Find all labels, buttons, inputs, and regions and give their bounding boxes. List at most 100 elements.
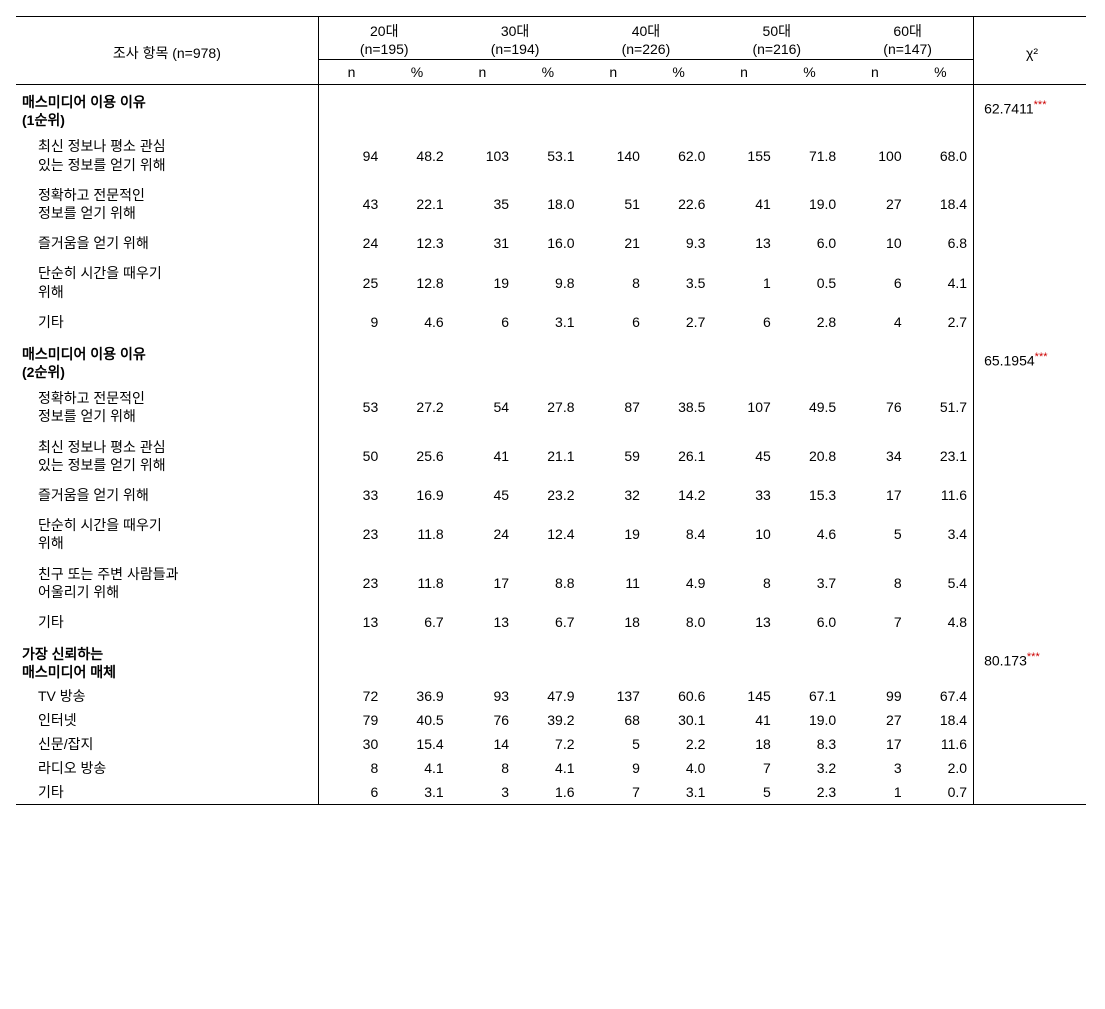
row-label: 신문/잡지 — [16, 732, 318, 756]
n-value: 6 — [450, 307, 515, 337]
row-label: 라디오 방송 — [16, 756, 318, 780]
n-value: 8 — [842, 559, 907, 607]
pct-value: 2.0 — [908, 756, 974, 780]
n-value: 5 — [711, 780, 776, 805]
pct-value: 9.8 — [515, 258, 580, 306]
pct-value: 16.0 — [515, 228, 580, 258]
n-value: 19 — [581, 510, 646, 558]
n-value: 45 — [711, 432, 776, 480]
n-value: 54 — [450, 383, 515, 431]
pct-value: 4.6 — [777, 510, 842, 558]
pct-value: 4.1 — [384, 756, 449, 780]
group-n-header: (n=226) — [581, 41, 712, 60]
table-row: 정확하고 전문적인정보를 얻기 위해4322.13518.05122.64119… — [16, 180, 1086, 228]
row-label: 단순히 시간을 때우기위해 — [16, 510, 318, 558]
table-row: 기타63.131.673.152.310.7 — [16, 780, 1086, 805]
n-value: 13 — [711, 228, 776, 258]
n-value: 10 — [842, 228, 907, 258]
pct-value: 40.5 — [384, 708, 449, 732]
age-group-header: 60대 — [842, 17, 973, 42]
pct-value: 3.1 — [515, 307, 580, 337]
pct-value: 60.6 — [646, 684, 711, 708]
n-value: 1 — [711, 258, 776, 306]
chi2-value: 80.173*** — [974, 637, 1086, 683]
n-value: 43 — [318, 180, 384, 228]
n-value: 23 — [318, 510, 384, 558]
n-value: 145 — [711, 684, 776, 708]
pct-col-header: % — [646, 60, 711, 85]
n-value: 8 — [318, 756, 384, 780]
pct-value: 68.0 — [908, 131, 974, 179]
pct-value: 4.8 — [908, 607, 974, 637]
n-value: 24 — [450, 510, 515, 558]
pct-value: 49.5 — [777, 383, 842, 431]
n-value: 17 — [450, 559, 515, 607]
pct-value: 3.1 — [384, 780, 449, 805]
n-value: 9 — [581, 756, 646, 780]
pct-value: 2.3 — [777, 780, 842, 805]
significance-marker: *** — [1034, 99, 1047, 111]
n-value: 13 — [711, 607, 776, 637]
row-label: 즐거움을 얻기 위해 — [16, 228, 318, 258]
pct-value: 19.0 — [777, 708, 842, 732]
n-value: 41 — [711, 708, 776, 732]
pct-value: 9.3 — [646, 228, 711, 258]
table-row: 정확하고 전문적인정보를 얻기 위해5327.25427.88738.51074… — [16, 383, 1086, 431]
pct-value: 18.4 — [908, 180, 974, 228]
n-value: 18 — [581, 607, 646, 637]
n-value: 7 — [711, 756, 776, 780]
n-value: 100 — [842, 131, 907, 179]
survey-table: 조사 항목 (n=978) 20대 30대 40대 50대 60대 χ² (n=… — [16, 16, 1086, 805]
n-value: 137 — [581, 684, 646, 708]
pct-value: 6.8 — [908, 228, 974, 258]
pct-value: 4.1 — [515, 756, 580, 780]
row-label: 기타 — [16, 780, 318, 805]
pct-value: 15.3 — [777, 480, 842, 510]
table-row: 기타136.7136.7188.0136.074.8 — [16, 607, 1086, 637]
pct-value: 21.1 — [515, 432, 580, 480]
n-value: 19 — [450, 258, 515, 306]
pct-value: 18.0 — [515, 180, 580, 228]
row-label: 인터넷 — [16, 708, 318, 732]
pct-value: 11.6 — [908, 480, 974, 510]
pct-value: 11.6 — [908, 732, 974, 756]
n-value: 76 — [842, 383, 907, 431]
chi2-header: χ² — [974, 17, 1086, 85]
row-label: 최신 정보나 평소 관심있는 정보를 얻기 위해 — [16, 131, 318, 179]
n-value: 24 — [318, 228, 384, 258]
row-label: 기타 — [16, 607, 318, 637]
pct-value: 67.1 — [777, 684, 842, 708]
chi2-value: 65.1954*** — [974, 337, 1086, 383]
n-value: 107 — [711, 383, 776, 431]
pct-value: 5.4 — [908, 559, 974, 607]
table-row: 단순히 시간을 때우기위해2512.8199.883.510.564.1 — [16, 258, 1086, 306]
n-value: 5 — [842, 510, 907, 558]
n-value: 94 — [318, 131, 384, 179]
pct-value: 6.0 — [777, 607, 842, 637]
pct-value: 20.8 — [777, 432, 842, 480]
pct-value: 23.1 — [908, 432, 974, 480]
pct-value: 12.4 — [515, 510, 580, 558]
n-value: 103 — [450, 131, 515, 179]
n-value: 140 — [581, 131, 646, 179]
n-value: 1 — [842, 780, 907, 805]
row-label: 즐거움을 얻기 위해 — [16, 480, 318, 510]
n-value: 3 — [842, 756, 907, 780]
table-row: 단순히 시간을 때우기위해2311.82412.4198.4104.653.4 — [16, 510, 1086, 558]
age-group-header: 20대 — [318, 17, 449, 42]
n-value: 27 — [842, 708, 907, 732]
n-value: 4 — [842, 307, 907, 337]
n-value: 51 — [581, 180, 646, 228]
n-value: 87 — [581, 383, 646, 431]
pct-value: 3.1 — [646, 780, 711, 805]
pct-col-header: % — [908, 60, 974, 85]
n-value: 76 — [450, 708, 515, 732]
n-value: 8 — [450, 756, 515, 780]
n-value: 13 — [318, 607, 384, 637]
row-label: 정확하고 전문적인정보를 얻기 위해 — [16, 383, 318, 431]
n-value: 68 — [581, 708, 646, 732]
n-value: 6 — [581, 307, 646, 337]
n-value: 41 — [711, 180, 776, 228]
n-value: 31 — [450, 228, 515, 258]
pct-value: 25.6 — [384, 432, 449, 480]
